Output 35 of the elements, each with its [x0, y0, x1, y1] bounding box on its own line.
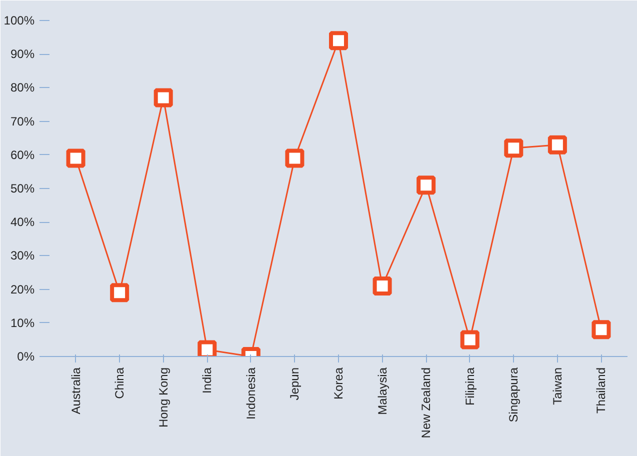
x-tick-label: Hong Kong [156, 368, 170, 428]
point [592, 320, 611, 340]
x-tick-label: Singapura [506, 367, 521, 422]
y-tick-label: 20% [10, 282, 35, 296]
y-tick-label: 40% [10, 215, 35, 230]
point [154, 88, 173, 108]
y-tick-label: 30% [10, 248, 35, 263]
x-tick-label: India [200, 367, 214, 394]
point [548, 135, 567, 154]
x-tick-label: Indonesia [244, 367, 258, 420]
point [504, 138, 524, 158]
x-tick-label: Taiwan [550, 367, 564, 405]
y-tick-label: 70% [10, 114, 35, 128]
x-tick-label: Australia [68, 367, 83, 414]
y-tick-label: 50% [10, 182, 35, 196]
x-tick-label: China [112, 367, 127, 399]
y-tick-label: 10% [10, 316, 35, 330]
x-tick-label: Jepun [288, 367, 302, 400]
x-tick-label: Malaysia [375, 367, 390, 415]
point [285, 148, 304, 168]
point [460, 330, 480, 350]
point [416, 176, 436, 195]
y-tick-label: 60% [10, 148, 35, 162]
x-tick-label: Korea [332, 367, 346, 400]
x-tick-label: Thailand [594, 368, 608, 414]
point [372, 276, 392, 296]
y-tick-label: 80% [10, 80, 35, 95]
point [110, 283, 130, 302]
x-tick-label: Filipina [462, 367, 477, 406]
y-tick-label: 100% [4, 14, 35, 28]
y-tick-label: 0% [17, 350, 35, 364]
x-tick-label: New Zealand [419, 367, 434, 438]
point [329, 31, 348, 50]
y-tick-label: 90% [10, 47, 35, 62]
point [66, 148, 86, 168]
